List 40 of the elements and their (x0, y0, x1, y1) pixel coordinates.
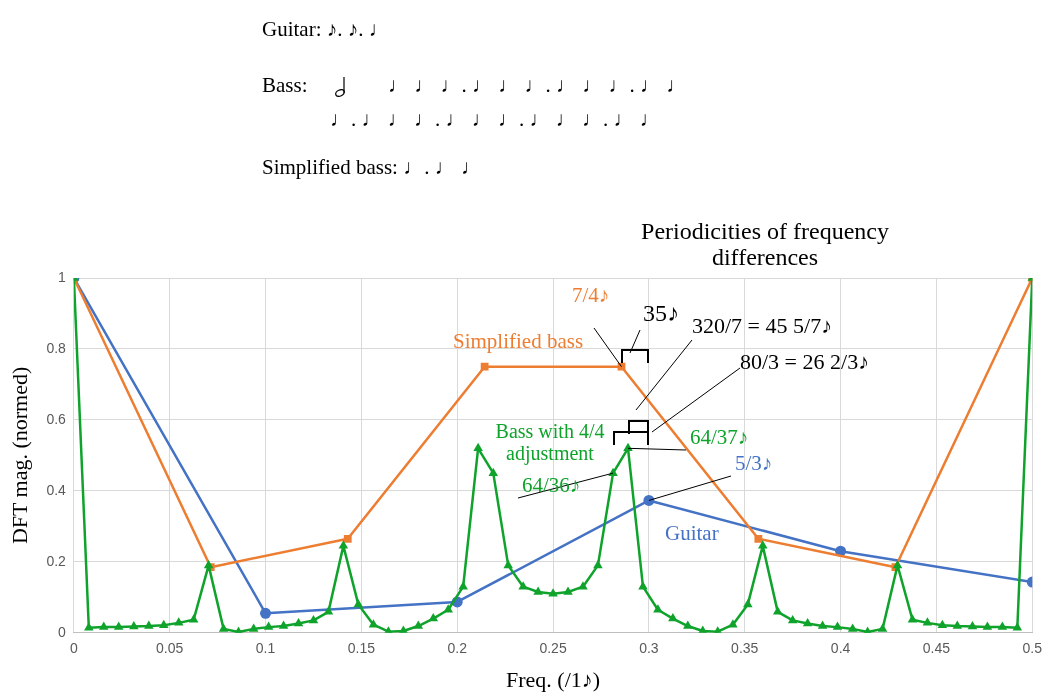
x-axis-title: Freq. (/1♪) (506, 666, 601, 692)
x-tick-label: 0.2 (447, 640, 468, 657)
point (260, 607, 272, 619)
x-tick-label: 0.1 (255, 640, 276, 657)
x-tick-label: 0.5 (1022, 640, 1043, 657)
annotation: 80/3 = 26 2/3♪ (740, 349, 870, 375)
x-tick-label: 0.4 (830, 640, 851, 657)
series-label: Simplified bass (453, 329, 584, 354)
x-tick-label: 0.15 (347, 640, 376, 657)
annotation: 64/36♪ (522, 473, 581, 498)
point (643, 494, 655, 506)
annotation: 35♪ (643, 300, 679, 327)
y-axis-title: DFT mag. (normed) (6, 366, 32, 545)
x-tick-label: 0.45 (922, 640, 951, 657)
y-tick-label: 1 (58, 268, 67, 285)
point (754, 534, 763, 543)
x-tick-label: 0.3 (639, 640, 659, 657)
annotation: 64/37♪ (690, 425, 749, 450)
x-tick-label: 0.05 (156, 640, 184, 657)
annotation: 5/3♪ (735, 451, 773, 476)
text: ♩ ♩ ♩. ♩ ♩ ♩. ♩ ♩ ♩. ♩ ♩ (388, 73, 688, 98)
point (343, 534, 352, 543)
y-tick-label: 0 (58, 623, 67, 640)
y-tick-label: 0.8 (46, 339, 67, 356)
text: Periodicities of frequency differences (640, 218, 890, 271)
text: ♩. ♩ ♩ ♩. ♩ ♩ ♩. ♩ ♩ ♩. ♩ ♩ (330, 107, 661, 132)
y-tick-label: 0.4 (46, 481, 67, 498)
x-tick-label: 0.35 (731, 640, 759, 657)
y-tick-label: 0.2 (46, 552, 67, 569)
series-label: Bass with 4/4 adjustment (494, 420, 606, 464)
x-tick-label: 0.25 (539, 640, 567, 657)
annotation: 320/7 = 45 5/7♪ (692, 313, 833, 339)
text: Guitar: ♪. ♪. ♩ (262, 17, 390, 42)
y-tick-label: 0.6 (46, 410, 67, 427)
x-tick-label: 0 (69, 640, 78, 657)
annotation: 7/4♪ (572, 283, 610, 308)
point (480, 362, 489, 371)
text: Bass: (262, 73, 308, 98)
text: Simplified bass: ♩. ♩ ♩ (262, 155, 482, 180)
series-label: Guitar (665, 521, 719, 546)
